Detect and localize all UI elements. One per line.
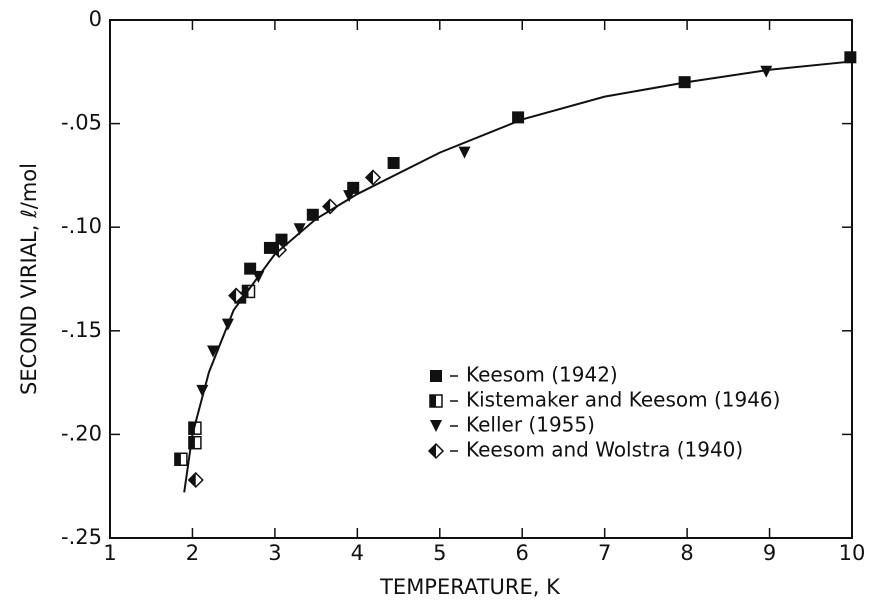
marker-half-square xyxy=(174,452,188,467)
y-tick-label: -.25 xyxy=(61,525,102,549)
x-tick-label: 8 xyxy=(680,541,693,565)
marker-shape xyxy=(306,208,319,221)
marker-square xyxy=(844,51,857,64)
marker-shape xyxy=(844,51,857,64)
marker-half xyxy=(323,199,331,214)
marker-half xyxy=(365,170,373,185)
marker-square xyxy=(306,208,319,221)
marker-shape xyxy=(430,370,442,382)
y-tick-label: -.15 xyxy=(61,318,102,342)
marker-triangle-down xyxy=(293,223,306,236)
marker-half-diamond xyxy=(364,169,382,186)
y-tick-label: 0 xyxy=(89,7,102,31)
y-tick-label: -.20 xyxy=(61,421,102,445)
legend-label: Keesom and Wolstra (1940) xyxy=(466,438,743,462)
fit-curve xyxy=(183,60,853,493)
x-tick-label: 2 xyxy=(186,541,199,565)
legend-label: Kistemaker and Keesom (1946) xyxy=(466,388,780,412)
y-axis-label: SECOND VIRIAL, ℓ/mol xyxy=(17,163,41,395)
x-tick-label: 7 xyxy=(598,541,611,565)
y-tick-label: -.10 xyxy=(61,214,102,238)
marker-half-diamond xyxy=(427,442,445,460)
marker-half xyxy=(188,422,195,435)
marker-half-diamond xyxy=(322,198,339,215)
marker-square xyxy=(430,370,442,382)
marker-half xyxy=(430,395,436,407)
x-tick-label: 6 xyxy=(516,541,529,565)
marker-half-diamond xyxy=(228,287,245,304)
x-tick-label: 1 xyxy=(103,541,116,565)
x-axis-label: TEMPERATURE, K xyxy=(379,575,561,599)
plot-frame xyxy=(109,19,853,539)
marker-shape xyxy=(430,420,442,432)
x-tick-label: 3 xyxy=(268,541,281,565)
marker-shape xyxy=(293,223,306,236)
marker-triangle-down xyxy=(207,345,220,358)
marker-half xyxy=(429,444,436,458)
legend-label: Keesom (1942) xyxy=(466,363,618,387)
marker-half xyxy=(242,285,249,298)
marker-shape xyxy=(387,156,400,169)
marker-square xyxy=(387,156,400,169)
marker-triangle-down xyxy=(430,420,442,432)
marker-shape xyxy=(458,146,471,159)
marker-half-square xyxy=(429,394,443,408)
x-tick-label: 4 xyxy=(351,541,364,565)
marker-triangle-down xyxy=(458,146,471,159)
marker-triangle-down xyxy=(343,190,356,203)
marker-half xyxy=(229,288,237,303)
x-tick-label: 10 xyxy=(839,541,866,565)
marker-half-diamond xyxy=(187,471,204,489)
x-tick-label: 5 xyxy=(433,541,446,565)
marker-half xyxy=(188,472,196,487)
marker-half xyxy=(272,242,280,257)
legend-label: Keller (1955) xyxy=(466,413,595,437)
marker-shape xyxy=(207,345,220,358)
y-tick-label: -.05 xyxy=(61,111,102,135)
marker-half xyxy=(174,453,181,466)
marker-shape xyxy=(343,190,356,203)
x-tick-label: 9 xyxy=(763,541,776,565)
